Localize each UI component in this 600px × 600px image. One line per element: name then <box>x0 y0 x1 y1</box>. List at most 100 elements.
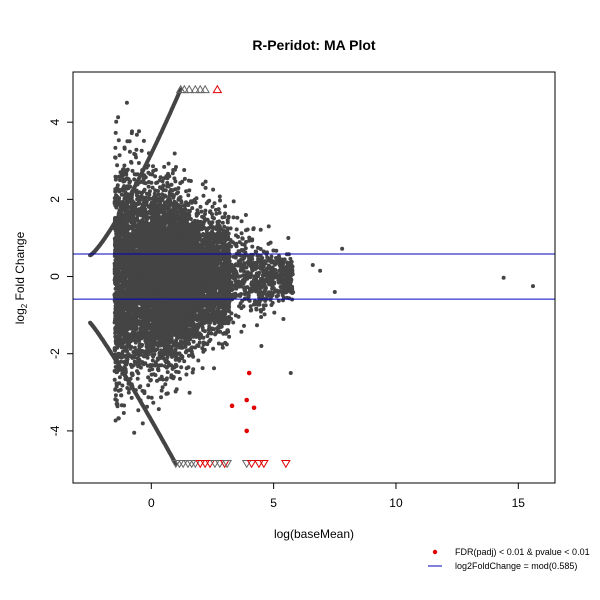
data-point <box>126 390 131 395</box>
data-point <box>239 292 244 296</box>
data-point <box>113 393 118 398</box>
data-point <box>253 249 258 254</box>
data-point <box>203 179 208 184</box>
data-point <box>160 385 165 390</box>
data-point <box>239 219 244 224</box>
data-point <box>180 179 185 184</box>
data-point <box>217 194 222 199</box>
data-point <box>118 170 123 175</box>
data-point <box>220 220 225 225</box>
data-point <box>288 256 293 261</box>
data-point <box>242 323 246 328</box>
data-point <box>200 346 205 351</box>
data-point <box>139 148 144 153</box>
data-point <box>200 366 205 371</box>
data-point <box>153 188 158 193</box>
data-point <box>220 215 225 220</box>
data-point <box>170 171 175 176</box>
data-point <box>163 382 168 387</box>
data-layer <box>88 84 535 469</box>
data-point <box>187 341 192 346</box>
data-point <box>151 164 155 169</box>
data-point <box>271 248 276 253</box>
data-point <box>217 210 222 215</box>
data-point <box>200 233 205 238</box>
data-point <box>212 366 216 371</box>
data-point <box>235 215 240 220</box>
data-point <box>158 175 163 180</box>
data-point <box>203 208 208 213</box>
data-point <box>153 174 158 179</box>
data-point <box>169 188 173 193</box>
data-point <box>234 271 239 276</box>
data-point <box>195 324 200 328</box>
data-point <box>259 315 264 319</box>
data-point <box>150 358 155 363</box>
data-point <box>115 163 120 168</box>
data-point <box>166 161 171 166</box>
data-point <box>195 208 200 213</box>
data-point <box>223 211 228 216</box>
data-point <box>172 199 177 204</box>
data-point <box>153 373 158 378</box>
data-point <box>227 334 232 339</box>
data-point <box>243 288 247 293</box>
data-point <box>160 377 165 382</box>
data-point <box>182 168 187 172</box>
data-point <box>239 231 244 236</box>
data-point <box>151 400 156 405</box>
data-point <box>211 327 216 332</box>
data-point <box>262 312 267 317</box>
data-point <box>113 130 118 135</box>
data-point <box>231 254 236 259</box>
data-point <box>178 195 183 200</box>
data-point <box>240 242 245 247</box>
data-point <box>132 430 137 435</box>
data-point <box>137 129 141 134</box>
data-point <box>146 184 151 189</box>
data-point <box>196 231 201 236</box>
data-point <box>251 226 256 231</box>
data-point <box>117 375 122 380</box>
data-point <box>216 207 221 212</box>
data-point <box>149 372 154 377</box>
data-point <box>220 345 225 350</box>
data-point <box>132 172 137 177</box>
data-point <box>276 280 281 285</box>
data-point <box>156 192 161 197</box>
data-point <box>255 323 259 328</box>
data-point <box>258 227 263 232</box>
data-point <box>136 161 141 165</box>
point-cloud <box>112 100 296 435</box>
data-point <box>259 309 263 314</box>
data-point <box>128 362 133 367</box>
data-point <box>223 204 228 209</box>
data-point <box>149 180 154 185</box>
data-point <box>120 383 125 388</box>
data-point <box>208 337 213 342</box>
data-point <box>187 390 192 395</box>
data-point <box>112 377 117 382</box>
data-point <box>127 180 132 185</box>
data-point <box>268 240 273 245</box>
chart-title: R-Peridot: MA Plot <box>252 37 375 53</box>
data-point <box>148 378 153 382</box>
data-point <box>149 395 154 400</box>
data-point <box>141 189 146 194</box>
data-point <box>184 372 189 377</box>
data-point <box>184 189 189 194</box>
data-point <box>173 389 178 394</box>
data-point <box>157 377 162 382</box>
data-point <box>204 201 209 206</box>
data-point <box>248 304 253 309</box>
data-point <box>201 193 206 198</box>
data-point <box>147 368 152 373</box>
data-point <box>212 201 217 206</box>
data-point <box>135 362 140 367</box>
data-point <box>119 192 124 197</box>
data-point <box>116 138 121 143</box>
data-point <box>244 228 248 233</box>
data-point <box>182 176 187 181</box>
data-point <box>143 361 148 366</box>
